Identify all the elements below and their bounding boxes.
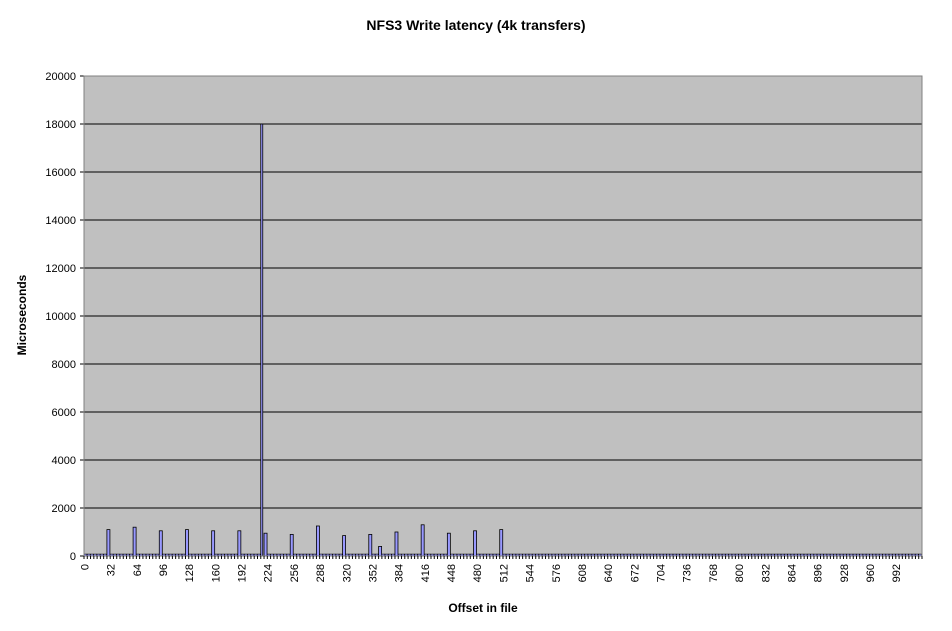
x-tick-label: 736 — [682, 564, 694, 582]
x-tick-label: 800 — [734, 564, 746, 582]
x-tick-label: 32 — [106, 564, 118, 576]
bar-spike — [106, 529, 111, 557]
x-tick-label: 992 — [891, 564, 903, 582]
bar-spike — [316, 525, 320, 557]
bar-spike — [263, 532, 268, 557]
bar-spike — [378, 546, 383, 557]
bar-spike — [446, 532, 451, 557]
y-tick-label: 10000 — [45, 311, 76, 323]
bar-spike — [185, 529, 189, 557]
x-tick-label: 192 — [237, 564, 249, 582]
y-tick-label: 6000 — [52, 407, 76, 419]
y-tick-label: 16000 — [45, 167, 76, 179]
x-tick-label: 512 — [498, 564, 510, 582]
bar-spike — [473, 530, 477, 557]
x-tick-label: 448 — [446, 564, 458, 582]
bar-spike — [237, 530, 242, 557]
x-tick-label: 928 — [839, 564, 851, 582]
y-tick-label: 4000 — [52, 455, 76, 467]
x-tick-label: 832 — [760, 564, 772, 582]
y-tick-label: 20000 — [45, 71, 76, 83]
chart-title: NFS3 Write latency (4k transfers) — [366, 17, 585, 33]
bar-spike — [394, 531, 399, 557]
x-tick-label: 608 — [577, 564, 589, 582]
bar-spike — [368, 534, 373, 557]
y-tick-label: 2000 — [52, 503, 76, 515]
y-tick-label: 14000 — [45, 215, 76, 227]
y-tick-label: 8000 — [52, 359, 76, 371]
axes — [80, 75, 923, 559]
x-tick-label: 256 — [289, 564, 301, 582]
x-tick-label: 160 — [210, 564, 222, 582]
x-tick-label: 0 — [79, 564, 91, 570]
bar-spike — [260, 123, 264, 557]
x-tick-label: 864 — [786, 564, 798, 582]
bar-spike — [342, 535, 347, 557]
x-tick-label: 128 — [184, 564, 196, 582]
x-tick-label: 768 — [708, 564, 720, 582]
y-axis-label: Microseconds — [15, 274, 29, 355]
x-tick-label: 640 — [603, 564, 615, 582]
x-tick-label: 672 — [629, 564, 641, 582]
x-tick-label: 288 — [315, 564, 327, 582]
x-tick-label: 384 — [394, 564, 406, 582]
x-tick-label: 544 — [525, 564, 537, 582]
x-tick-label: 704 — [656, 564, 668, 582]
x-tick-labels: 0 32 64 96 128 160 192 224 256 288 320 352 384 416 448… — [79, 564, 903, 582]
x-tick-label: 96 — [158, 564, 170, 576]
bar-spike — [420, 524, 425, 557]
bar-spike — [132, 526, 137, 557]
bar-spike — [499, 529, 504, 557]
x-tick-label: 64 — [132, 564, 144, 576]
x-tick-label: 352 — [367, 564, 379, 582]
x-tick-label: 320 — [341, 564, 353, 582]
x-tick-label: 224 — [263, 564, 275, 582]
x-tick-label: 416 — [420, 564, 432, 582]
x-tick-label: 576 — [551, 564, 563, 582]
bar-spike — [289, 534, 294, 557]
y-tick-label: 18000 — [45, 119, 76, 131]
bar-spike — [158, 530, 163, 557]
y-tick-label: 12000 — [45, 263, 76, 275]
x-axis-label: Offset in file — [448, 601, 518, 615]
x-tick-label: 480 — [472, 564, 484, 582]
x-tick-label: 960 — [865, 564, 877, 582]
y-tick-label: 0 — [70, 551, 76, 563]
bar-spike — [211, 530, 216, 557]
x-tick-label: 896 — [813, 564, 825, 582]
y-tick-labels: 0 2000 4000 6000 8000 10000 12000 14000 16000 180… — [45, 71, 76, 563]
